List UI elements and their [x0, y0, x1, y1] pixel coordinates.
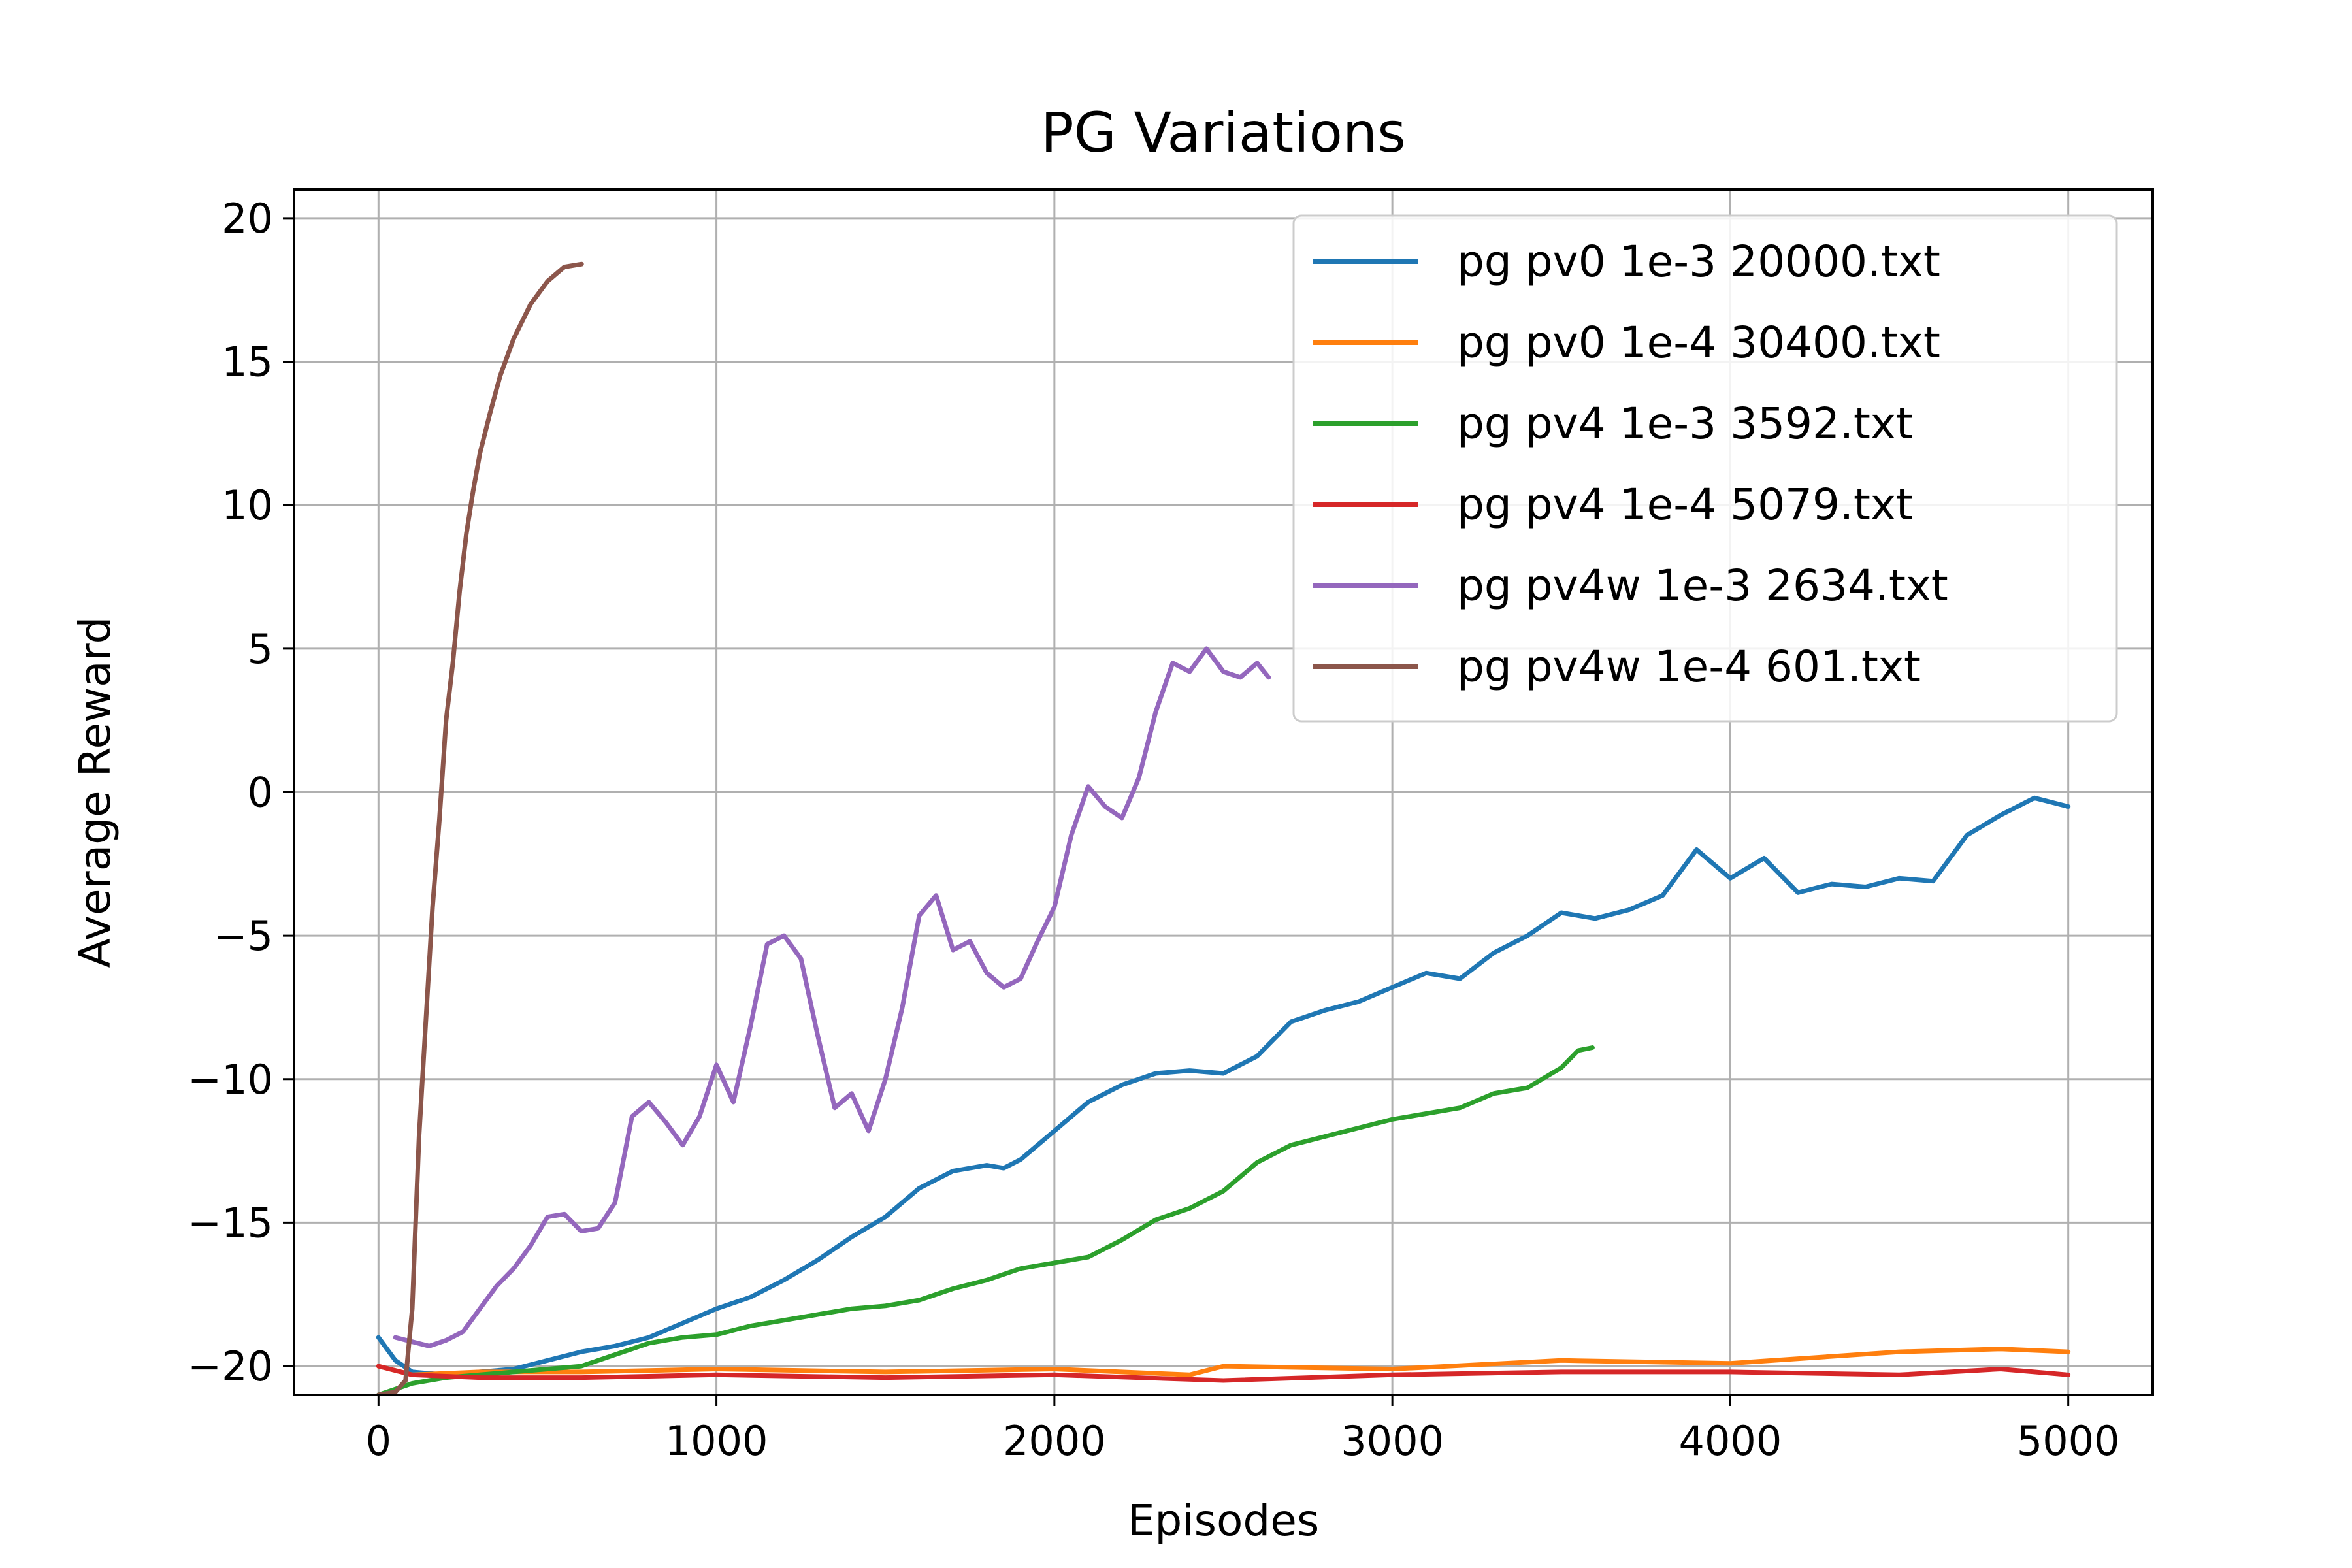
- series-line-0: [376, 795, 2071, 1377]
- series-line-2: [376, 1045, 1595, 1395]
- legend-box: [1292, 214, 2118, 723]
- y-axis: −20 −15 −10 −5 0 5 10 15 20: [188, 195, 294, 1390]
- legend-entry-label: pg pv0 1e-4 30400.txt: [1457, 318, 1940, 368]
- legend-entry-label: pg pv4w 1e-3 2634.txt: [1457, 561, 1948, 611]
- x-tick-label: 4000: [1679, 1417, 1782, 1465]
- x-axis-label: Episodes: [1128, 1495, 1320, 1546]
- legend-entry-label: pg pv4 1e-3 3592.txt: [1457, 399, 1913, 449]
- legend-entry-label: pg pv4w 1e-4 601.txt: [1457, 642, 1921, 692]
- series-line-5: [376, 261, 584, 1395]
- y-tick-label: 10: [221, 482, 273, 529]
- x-tick-label: 5000: [2017, 1417, 2120, 1465]
- y-tick-label: 5: [248, 625, 273, 673]
- x-axis: 0 1000 2000 3000 4000 5000: [366, 1395, 2120, 1465]
- series-line-3: [376, 1364, 2071, 1383]
- x-tick-label: 1000: [665, 1417, 768, 1465]
- legend: pg pv0 1e-3 20000.txt pg pv0 1e-4 30400.t…: [1292, 214, 2118, 723]
- y-tick-label: 20: [221, 195, 273, 242]
- series-line-4: [393, 646, 1271, 1348]
- legend-entry-label: pg pv4 1e-4 5079.txt: [1457, 480, 1913, 530]
- y-tick-label: −20: [188, 1343, 273, 1390]
- x-tick-label: 3000: [1341, 1417, 1444, 1465]
- x-tick-label: 0: [366, 1417, 391, 1465]
- y-axis-label: Average Reward: [70, 617, 120, 968]
- legend-entry-label: pg pv0 1e-3 20000.txt: [1457, 237, 1940, 287]
- y-tick-label: −15: [188, 1199, 273, 1247]
- y-tick-label: 0: [248, 769, 273, 817]
- y-tick-label: −10: [188, 1056, 273, 1103]
- x-tick-label: 2000: [1003, 1417, 1106, 1465]
- series-group: [376, 261, 2071, 1395]
- chart-title: PG Variations: [1041, 101, 1406, 165]
- y-tick-label: −5: [214, 912, 273, 960]
- y-tick-label: 15: [221, 338, 273, 386]
